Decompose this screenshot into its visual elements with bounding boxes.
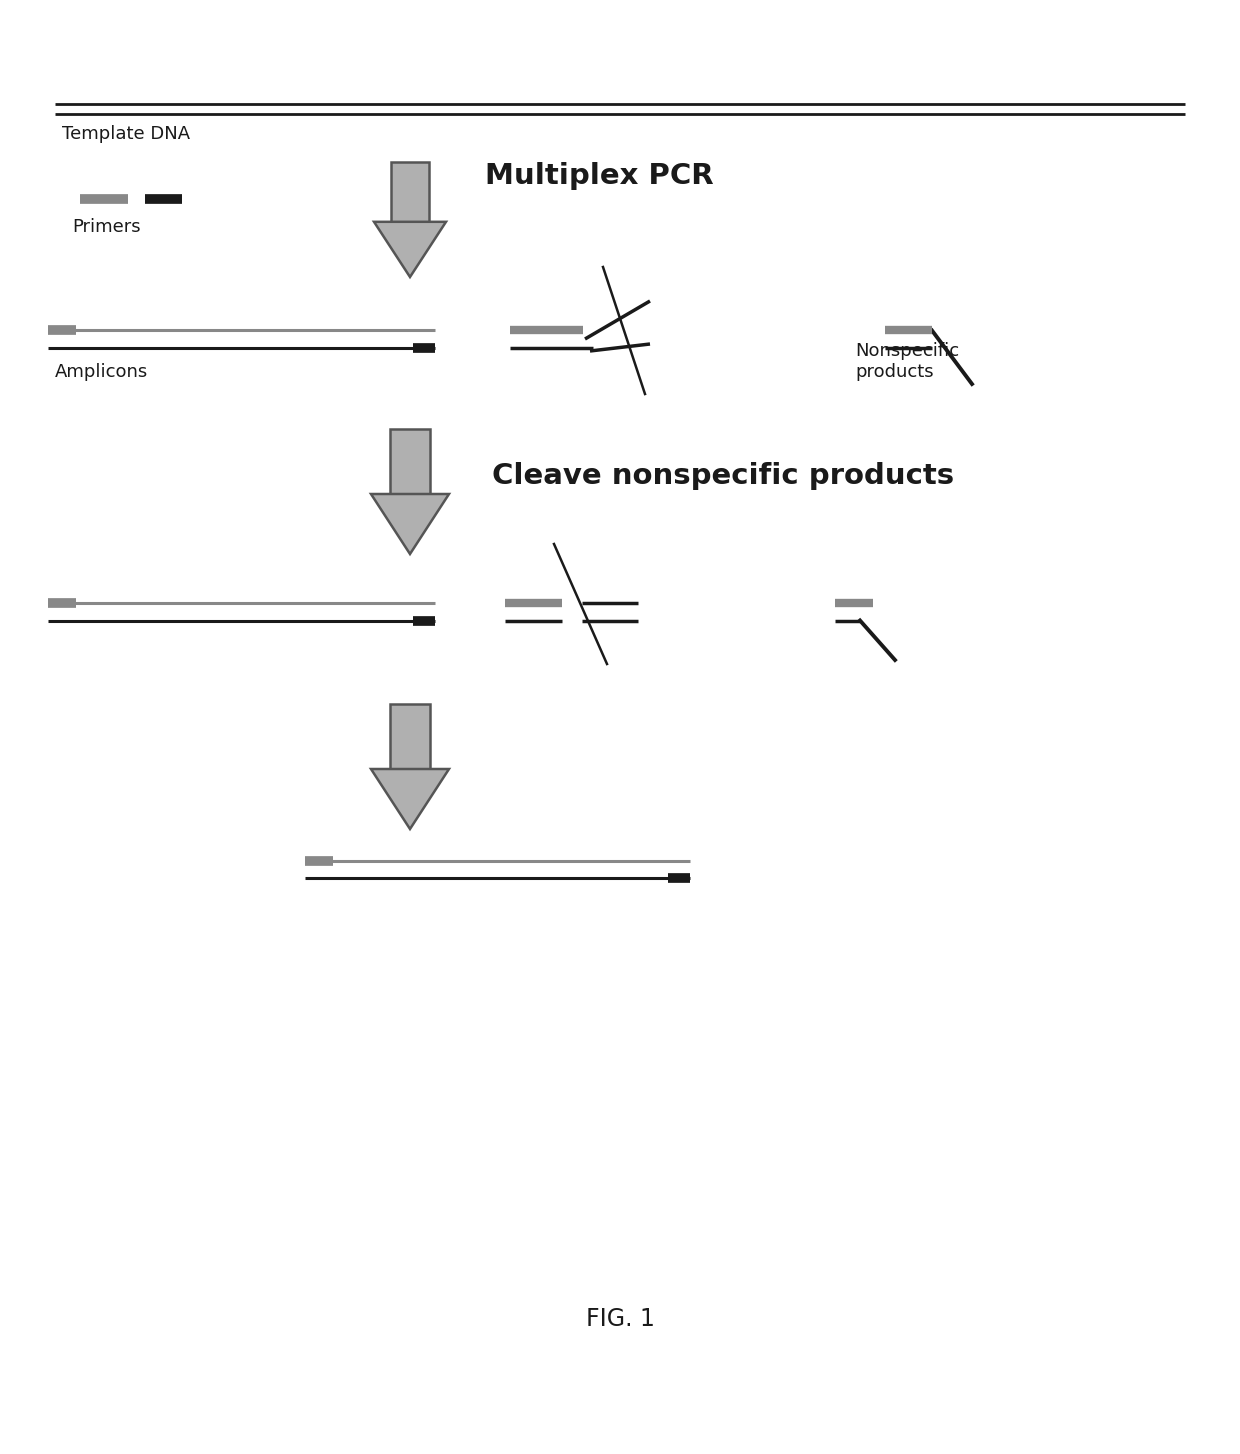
Bar	[389, 704, 430, 769]
Text: Multiplex PCR: Multiplex PCR	[485, 161, 714, 190]
Text: Cleave nonspecific products: Cleave nonspecific products	[492, 462, 954, 490]
Polygon shape	[374, 222, 446, 278]
Bar	[392, 161, 429, 222]
Bar	[389, 429, 430, 494]
Polygon shape	[371, 769, 449, 829]
Text: Primers: Primers	[72, 218, 140, 236]
Text: Nonspecific
products: Nonspecific products	[856, 342, 959, 381]
Text: Template DNA: Template DNA	[62, 125, 190, 142]
Polygon shape	[371, 494, 449, 554]
Text: Amplicons: Amplicons	[55, 364, 149, 381]
Text: FIG. 1: FIG. 1	[585, 1307, 655, 1330]
